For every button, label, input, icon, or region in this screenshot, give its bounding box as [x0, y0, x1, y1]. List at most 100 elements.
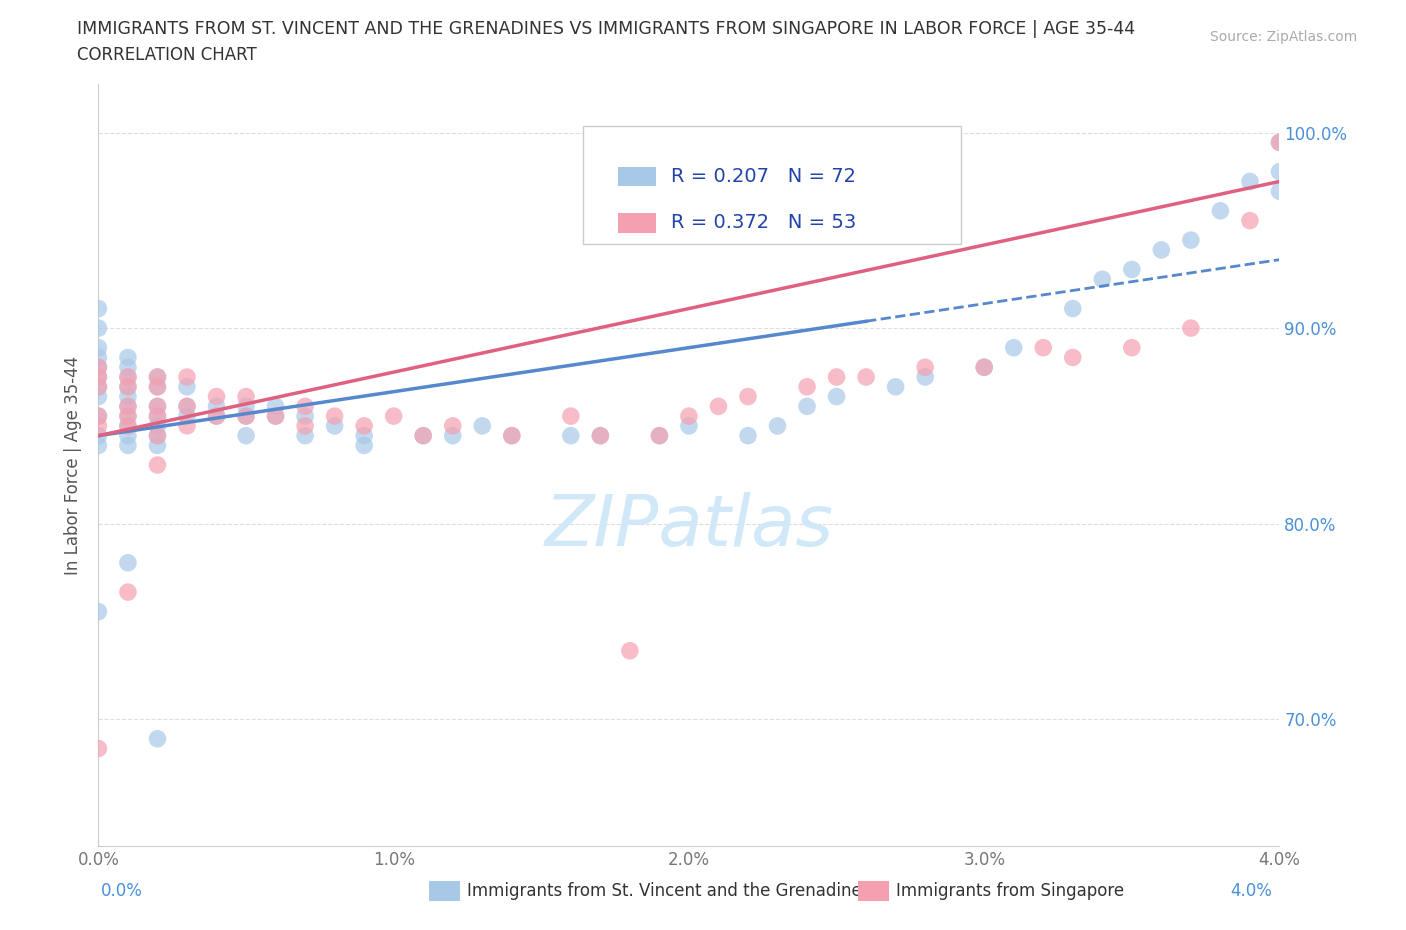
- Point: [855, 369, 877, 384]
- Point: [1062, 350, 1084, 365]
- Text: CORRELATION CHART: CORRELATION CHART: [77, 46, 257, 64]
- Point: [294, 408, 316, 423]
- Point: [1268, 184, 1291, 199]
- Point: [1209, 204, 1232, 219]
- Point: [1150, 243, 1173, 258]
- Point: [87, 340, 110, 355]
- Point: [176, 379, 198, 394]
- Point: [205, 408, 228, 423]
- Point: [619, 644, 641, 658]
- Point: [560, 428, 582, 443]
- Point: [117, 408, 139, 423]
- Point: [1180, 232, 1202, 247]
- Point: [412, 428, 434, 443]
- Point: [117, 418, 139, 433]
- Text: Source: ZipAtlas.com: Source: ZipAtlas.com: [1209, 30, 1357, 44]
- Point: [648, 428, 671, 443]
- Point: [87, 604, 110, 619]
- Point: [235, 399, 257, 414]
- Point: [146, 369, 169, 384]
- Point: [678, 408, 700, 423]
- Point: [87, 301, 110, 316]
- Point: [441, 428, 464, 443]
- Point: [914, 360, 936, 375]
- Point: [146, 458, 169, 472]
- Point: [87, 350, 110, 365]
- Point: [737, 428, 759, 443]
- Point: [1239, 213, 1261, 228]
- Point: [87, 438, 110, 453]
- Point: [737, 389, 759, 404]
- Text: R = 0.207   N = 72: R = 0.207 N = 72: [671, 167, 856, 186]
- Point: [441, 418, 464, 433]
- Text: Immigrants from Singapore: Immigrants from Singapore: [896, 882, 1123, 900]
- Point: [323, 418, 346, 433]
- Point: [471, 418, 494, 433]
- Point: [146, 399, 169, 414]
- Point: [87, 369, 110, 384]
- Point: [648, 428, 671, 443]
- Point: [176, 369, 198, 384]
- Point: [87, 408, 110, 423]
- Point: [589, 428, 612, 443]
- Point: [501, 428, 523, 443]
- Point: [1268, 135, 1291, 150]
- Point: [146, 369, 169, 384]
- Point: [1062, 301, 1084, 316]
- Point: [1268, 135, 1291, 150]
- Point: [176, 399, 198, 414]
- Point: [87, 360, 110, 375]
- Point: [87, 389, 110, 404]
- Point: [353, 418, 375, 433]
- Point: [117, 379, 139, 394]
- Point: [176, 399, 198, 414]
- Point: [294, 399, 316, 414]
- Point: [825, 389, 848, 404]
- Point: [205, 389, 228, 404]
- Point: [235, 428, 257, 443]
- Point: [87, 321, 110, 336]
- Point: [973, 360, 995, 375]
- Point: [146, 408, 169, 423]
- Point: [87, 369, 110, 384]
- Point: [294, 428, 316, 443]
- Point: [146, 418, 169, 433]
- Point: [117, 408, 139, 423]
- Point: [560, 408, 582, 423]
- Point: [294, 418, 316, 433]
- Y-axis label: In Labor Force | Age 35-44: In Labor Force | Age 35-44: [65, 355, 83, 575]
- Text: ZIPatlas: ZIPatlas: [544, 492, 834, 561]
- Point: [1032, 340, 1054, 355]
- Point: [766, 418, 789, 433]
- Point: [146, 428, 169, 443]
- Point: [264, 399, 287, 414]
- Point: [884, 379, 907, 394]
- Point: [146, 438, 169, 453]
- Point: [678, 418, 700, 433]
- Point: [353, 438, 375, 453]
- Point: [87, 741, 110, 756]
- Text: R = 0.372   N = 53: R = 0.372 N = 53: [671, 213, 856, 232]
- Point: [117, 379, 139, 394]
- Point: [264, 408, 287, 423]
- Point: [825, 369, 848, 384]
- Point: [1268, 165, 1291, 179]
- Point: [87, 379, 110, 394]
- Point: [117, 555, 139, 570]
- Point: [973, 360, 995, 375]
- Point: [235, 389, 257, 404]
- Point: [146, 379, 169, 394]
- Point: [117, 360, 139, 375]
- Point: [796, 399, 818, 414]
- Point: [87, 408, 110, 423]
- Point: [205, 399, 228, 414]
- Point: [87, 418, 110, 433]
- Point: [87, 379, 110, 394]
- Point: [353, 428, 375, 443]
- Point: [1180, 321, 1202, 336]
- Point: [264, 408, 287, 423]
- Point: [146, 731, 169, 746]
- Point: [146, 408, 169, 423]
- Point: [205, 408, 228, 423]
- Point: [117, 369, 139, 384]
